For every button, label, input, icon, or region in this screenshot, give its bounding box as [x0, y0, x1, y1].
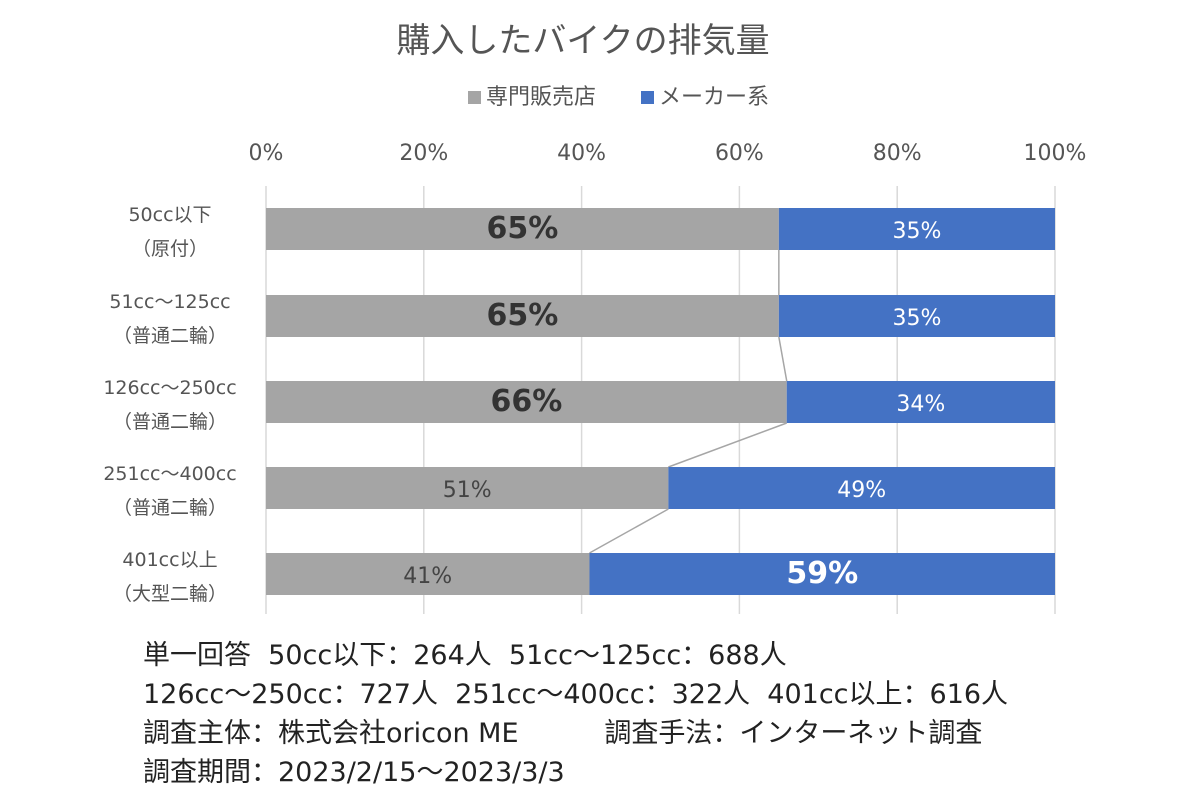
bars: 65% 35% 65% 35% 66% 34% 51% 49% 41% 59%: [266, 208, 1055, 595]
legend-entry: 専門販売店: [486, 85, 596, 110]
data-label: 49%: [837, 478, 886, 503]
bar-maker: [778, 295, 1055, 337]
bar-senmon: [266, 467, 669, 509]
category-label: 126cc～250cc: [103, 377, 236, 399]
data-label: 65%: [487, 211, 559, 246]
x-tick-label: 60%: [715, 141, 764, 166]
data-label: 35%: [892, 306, 941, 331]
data-label: 35%: [892, 219, 941, 244]
data-label: 66%: [490, 384, 562, 419]
bar-senmon: [266, 553, 590, 595]
bar-maker: [589, 553, 1055, 595]
bar-senmon: [266, 381, 787, 423]
note-line: 調査期間：2023/2/15～2023/3/3: [143, 757, 565, 788]
category-label: 251cc～400cc: [103, 463, 236, 485]
legend-entry: メーカー系: [659, 85, 769, 110]
data-label: 41%: [403, 564, 452, 589]
stacked-bar-chart: 購入したバイクの排気量 専門販売店 メーカー系 0% 20% 40% 60% 80% 100…: [103, 21, 1087, 614]
category-sublabel: （普通二輪）: [113, 497, 227, 519]
bar-senmon: [266, 295, 779, 337]
data-label: 65%: [487, 298, 559, 333]
category-sublabel: （普通二輪）: [113, 325, 227, 347]
note-line: 126cc～250cc：727人 251cc～400cc：322人 401cc以…: [143, 679, 1009, 710]
category-label: 50cc以下: [128, 204, 211, 226]
data-label: 59%: [786, 556, 858, 591]
chart-title: 購入したバイクの排気量: [396, 21, 769, 61]
x-tick-label: 0%: [249, 141, 284, 166]
x-axis-ticks: 0% 20% 40% 60% 80% 100%: [249, 141, 1087, 166]
category-sublabel: （原付）: [132, 238, 208, 260]
x-tick-label: 80%: [873, 141, 922, 166]
category-sublabel: （普通二輪）: [113, 411, 227, 433]
x-tick-label: 40%: [557, 141, 606, 166]
legend-swatch: [468, 91, 481, 104]
category-labels: 50cc以下 （原付） 51cc～125cc （普通二輪） 126cc～250cc （普通…: [103, 204, 236, 605]
data-label: 51%: [443, 478, 492, 503]
x-tick-label: 100%: [1024, 141, 1087, 166]
bar-maker: [668, 467, 1055, 509]
series-line: [668, 422, 788, 468]
bar-senmon: [266, 208, 779, 250]
survey-notes: 単一回答 50cc以下：264人 51cc～125cc：688人 126cc～2…: [143, 636, 1008, 792]
category-label: 51cc～125cc: [109, 291, 230, 313]
legend: 専門販売店 メーカー系: [468, 85, 769, 110]
category-sublabel: （大型二輪）: [113, 583, 227, 605]
note-line: 調査主体：株式会社oricon ME 調査手法：インターネット調査: [143, 718, 983, 749]
bar-maker: [786, 381, 1055, 423]
series-lines: [589, 250, 788, 554]
series-line: [778, 336, 788, 382]
category-label: 401cc以上: [122, 549, 217, 571]
note-line: 単一回答 50cc以下：264人 51cc～125cc：688人: [143, 640, 787, 671]
x-tick-label: 20%: [399, 141, 448, 166]
legend-swatch: [641, 91, 654, 104]
bar-maker: [778, 208, 1055, 250]
series-line: [589, 508, 669, 554]
data-label: 34%: [896, 392, 945, 417]
